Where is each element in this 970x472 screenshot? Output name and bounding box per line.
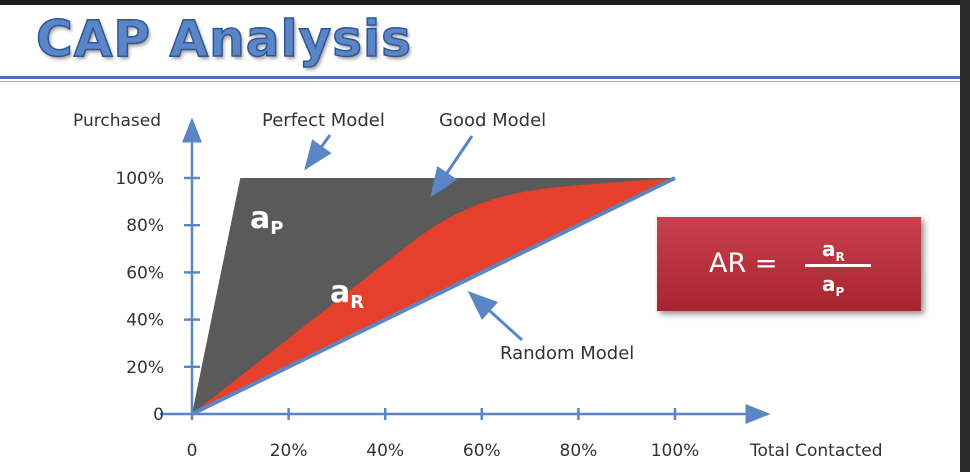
formula-lhs: AR = [709,248,778,279]
x-tick-label: 100% [651,441,700,461]
y-tick-label: 100% [115,169,164,189]
perfect-model-annotation: Perfect Model [262,110,385,131]
window-top-border [0,0,970,5]
title-underline-thin [0,81,960,82]
random-model-annotation-arrow [467,290,524,342]
good-model-annotation-arrow [430,135,474,198]
y-tick-label: 20% [126,358,164,378]
x-axis-title: Total Contacted [749,441,883,461]
title-underline [0,76,960,79]
fraction-bar [805,264,871,267]
y-tick-label: 60% [126,263,164,283]
x-tick-label: 0 [187,441,198,461]
area-label-ap: aP [250,201,283,239]
random-model-line [191,176,676,416]
slide-title: CAP Analysis [35,9,412,69]
x-tick-label: 80% [560,441,598,461]
x-tick-label: 20% [270,441,308,461]
random-model-annotation: Random Model [500,343,634,364]
y-tick-label: 80% [126,216,164,236]
y-axis-title: Purchased [73,111,161,131]
x-tick-label: 40% [366,441,404,461]
formula-numerator: aR [822,237,845,264]
accuracy-ratio-formula: AR = aR aP [657,217,921,311]
window-right-border [960,0,970,472]
area-label-ar: aR [330,275,364,313]
y-tick-label: 40% [126,311,164,331]
x-tick-label: 60% [463,441,501,461]
perfect-model-annotation-arrow [304,134,332,171]
good-model-annotation: Good Model [439,110,546,131]
formula-denominator: aP [822,272,845,299]
y-tick-label: 0 [153,405,164,425]
